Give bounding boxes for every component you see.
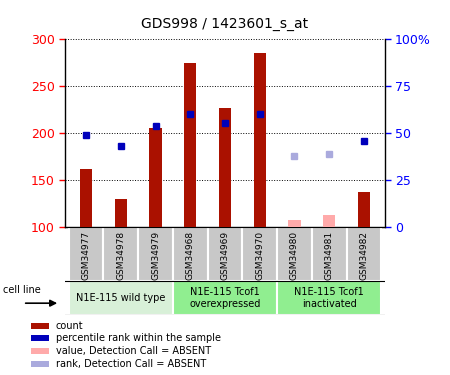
Text: percentile rank within the sample: percentile rank within the sample (56, 333, 220, 344)
Bar (323, 214, 335, 227)
Text: N1E-115 wild type: N1E-115 wild type (76, 293, 166, 303)
Text: cell line: cell line (3, 285, 41, 295)
Text: N1E-115 Tcof1
inactivated: N1E-115 Tcof1 inactivated (294, 287, 364, 309)
Text: GSM34977: GSM34977 (81, 231, 90, 280)
Text: GSM34970: GSM34970 (255, 231, 264, 280)
Bar (80, 169, 92, 227)
Bar (219, 108, 231, 227)
Bar (277, 227, 312, 281)
Text: GSM34968: GSM34968 (186, 231, 195, 280)
Bar (277, 281, 381, 315)
Text: GSM34969: GSM34969 (220, 231, 230, 280)
Bar (31, 335, 50, 341)
Text: GDS998 / 1423601_s_at: GDS998 / 1423601_s_at (141, 17, 309, 31)
Bar (288, 220, 301, 227)
Bar (31, 323, 50, 329)
Text: value, Detection Call = ABSENT: value, Detection Call = ABSENT (56, 346, 211, 356)
Bar (358, 192, 370, 227)
Bar (207, 227, 243, 281)
Bar (312, 227, 346, 281)
Bar (346, 227, 381, 281)
Bar (31, 348, 50, 354)
Bar (69, 227, 104, 281)
Text: N1E-115 Tcof1
overexpressed: N1E-115 Tcof1 overexpressed (189, 287, 261, 309)
Bar (254, 54, 266, 227)
Bar (104, 227, 138, 281)
Text: GSM34979: GSM34979 (151, 231, 160, 280)
Bar (138, 227, 173, 281)
Text: GSM34982: GSM34982 (360, 231, 369, 280)
Bar (149, 128, 162, 227)
Bar (243, 227, 277, 281)
Bar (69, 281, 173, 315)
Bar (115, 199, 127, 227)
Text: count: count (56, 321, 83, 331)
Text: rank, Detection Call = ABSENT: rank, Detection Call = ABSENT (56, 358, 206, 369)
Text: GSM34980: GSM34980 (290, 231, 299, 280)
Bar (173, 227, 207, 281)
Text: GSM34981: GSM34981 (325, 231, 334, 280)
Bar (184, 63, 196, 227)
Bar (173, 281, 277, 315)
Bar (31, 361, 50, 367)
Text: GSM34978: GSM34978 (116, 231, 125, 280)
